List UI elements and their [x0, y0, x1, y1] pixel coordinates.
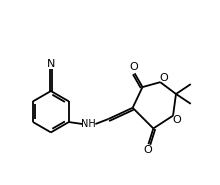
Text: O: O — [129, 62, 138, 72]
Text: NH: NH — [81, 119, 96, 129]
Text: O: O — [160, 73, 169, 83]
Text: N: N — [47, 59, 55, 69]
Text: O: O — [173, 115, 181, 125]
Text: O: O — [143, 145, 152, 155]
